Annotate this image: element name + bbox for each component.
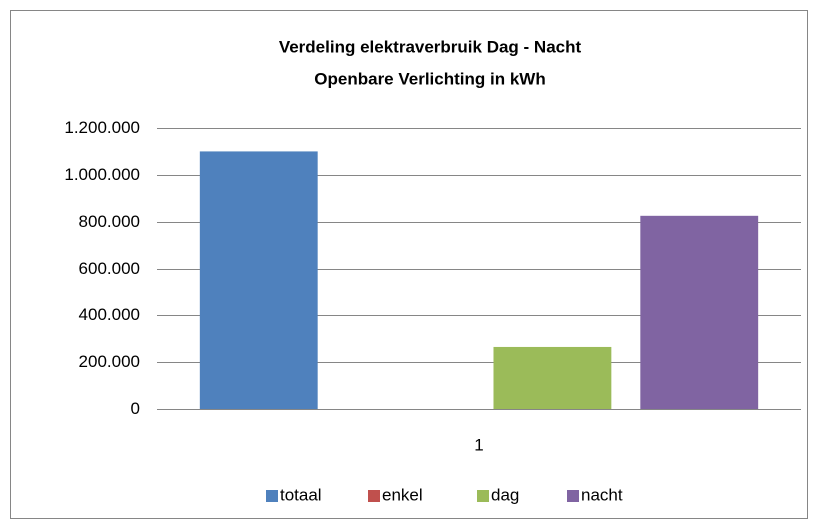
- y-tick-label: 0: [131, 399, 140, 418]
- legend-label: totaal: [280, 485, 322, 504]
- bar: [640, 215, 759, 409]
- y-tick-label: 200.000: [79, 352, 140, 371]
- legend-swatch: [368, 490, 380, 502]
- bar: [493, 346, 612, 409]
- legend-swatch: [477, 490, 489, 502]
- chart-title: Openbare Verlichting in kWh: [314, 69, 545, 88]
- bar: [199, 151, 318, 409]
- y-tick-label: 400.000: [79, 305, 140, 324]
- y-tick-label: 600.000: [79, 259, 140, 278]
- y-tick-label: 1.200.000: [64, 118, 140, 137]
- chart-title: Verdeling elektraverbruik Dag - Nacht: [279, 37, 582, 56]
- x-tick-label: 1: [474, 435, 483, 454]
- legend-swatch: [567, 490, 579, 502]
- legend-swatch: [266, 490, 278, 502]
- legend-label: nacht: [581, 485, 623, 504]
- legend-label: dag: [491, 485, 519, 504]
- y-tick-label: 1.000.000: [64, 165, 140, 184]
- y-tick-label: 800.000: [79, 212, 140, 231]
- legend-label: enkel: [382, 485, 423, 504]
